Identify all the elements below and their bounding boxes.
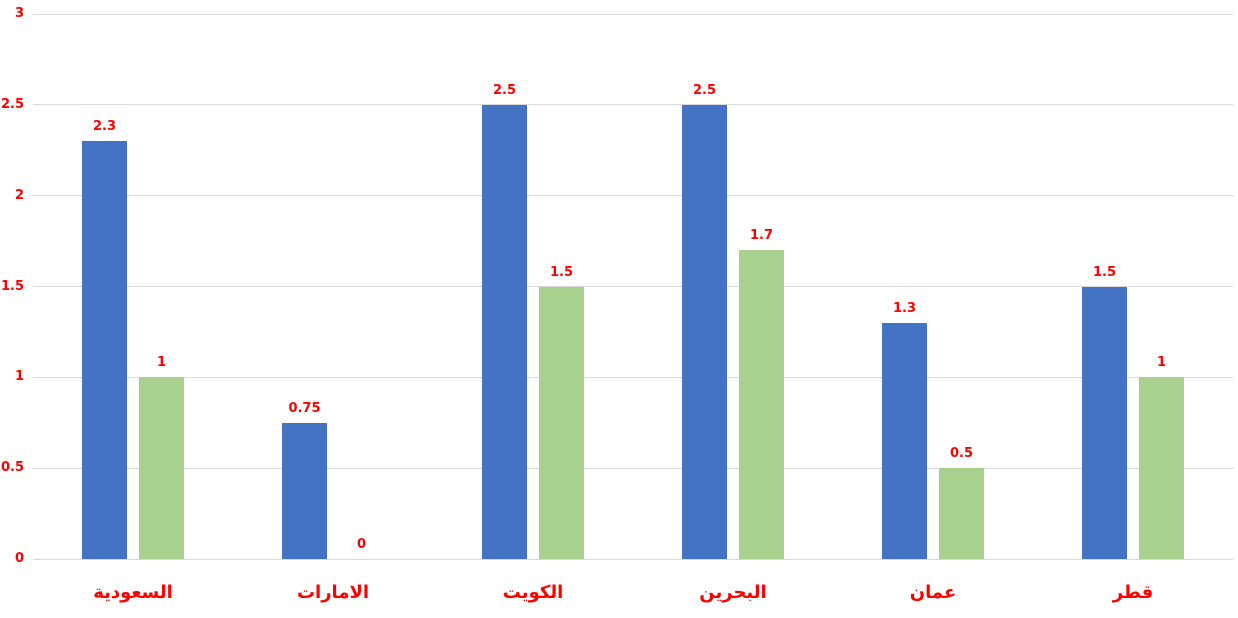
series-1-blue-bar-0 bbox=[82, 141, 127, 559]
series-2-green-bar-2 bbox=[539, 286, 584, 559]
x-axis-category-label-3: البحرين bbox=[699, 582, 767, 603]
gridline-2 bbox=[33, 195, 1233, 197]
series-1-blue-data-label-2: 2.5 bbox=[492, 82, 517, 98]
series-1-blue-bar-3 bbox=[682, 104, 727, 559]
y-axis-tick-label: 1.5 bbox=[0, 278, 24, 294]
series-2-green-data-label-2: 1.5 bbox=[549, 264, 574, 280]
series-2-green-bar-0 bbox=[139, 377, 184, 559]
series-1-blue-data-label-3: 2.5 bbox=[692, 82, 717, 98]
series-1-blue-data-label-5: 1.5 bbox=[1092, 264, 1117, 280]
x-axis-category-label-4: عمان bbox=[909, 582, 957, 603]
y-axis-tick-label: 2 bbox=[14, 187, 24, 203]
series-2-green-data-label-4: 0.5 bbox=[949, 446, 974, 462]
gridline-0.5 bbox=[33, 467, 1233, 469]
series-1-blue-bar-5 bbox=[1082, 286, 1127, 559]
series-1-blue-data-label-1: 0.75 bbox=[288, 400, 321, 416]
x-axis-category-label-2: الكويت bbox=[502, 582, 564, 603]
series-2-green-bar-5 bbox=[1139, 377, 1184, 559]
gridline-2.5 bbox=[33, 104, 1233, 106]
x-axis-category-label-0: السعودية bbox=[93, 582, 173, 603]
series-2-green-data-label-5: 1 bbox=[1156, 355, 1167, 371]
series-1-blue-data-label-0: 2.3 bbox=[92, 119, 117, 135]
series-2-green-data-label-3: 1.7 bbox=[749, 228, 774, 244]
series-2-green-bar-3 bbox=[739, 250, 784, 559]
series-1-blue-bar-1 bbox=[282, 422, 327, 559]
y-axis-tick-label: 0.5 bbox=[0, 460, 24, 476]
series-2-green-data-label-1: 0 bbox=[356, 537, 367, 552]
series-1-blue-bar-2 bbox=[482, 104, 527, 559]
gridline-3 bbox=[33, 13, 1233, 15]
y-axis-tick-label: 1 bbox=[14, 369, 24, 385]
y-axis-tick-label: 2.5 bbox=[0, 96, 24, 112]
series-2-green-bar-4 bbox=[939, 468, 984, 559]
series-2-green-data-label-0: 1 bbox=[156, 355, 167, 371]
series-1-blue-data-label-4: 1.3 bbox=[892, 300, 917, 316]
x-axis-category-label-5: قطر bbox=[1112, 582, 1154, 603]
y-axis-tick-label: 0 bbox=[14, 551, 24, 566]
gridline-0 bbox=[33, 558, 1233, 560]
series-1-blue-bar-4 bbox=[882, 322, 927, 559]
gridline-1.5 bbox=[33, 286, 1233, 287]
y-axis-tick-label: 3 bbox=[14, 6, 24, 21]
gridline-1 bbox=[33, 376, 1233, 378]
x-axis-category-label-1: الامارات bbox=[296, 582, 370, 603]
